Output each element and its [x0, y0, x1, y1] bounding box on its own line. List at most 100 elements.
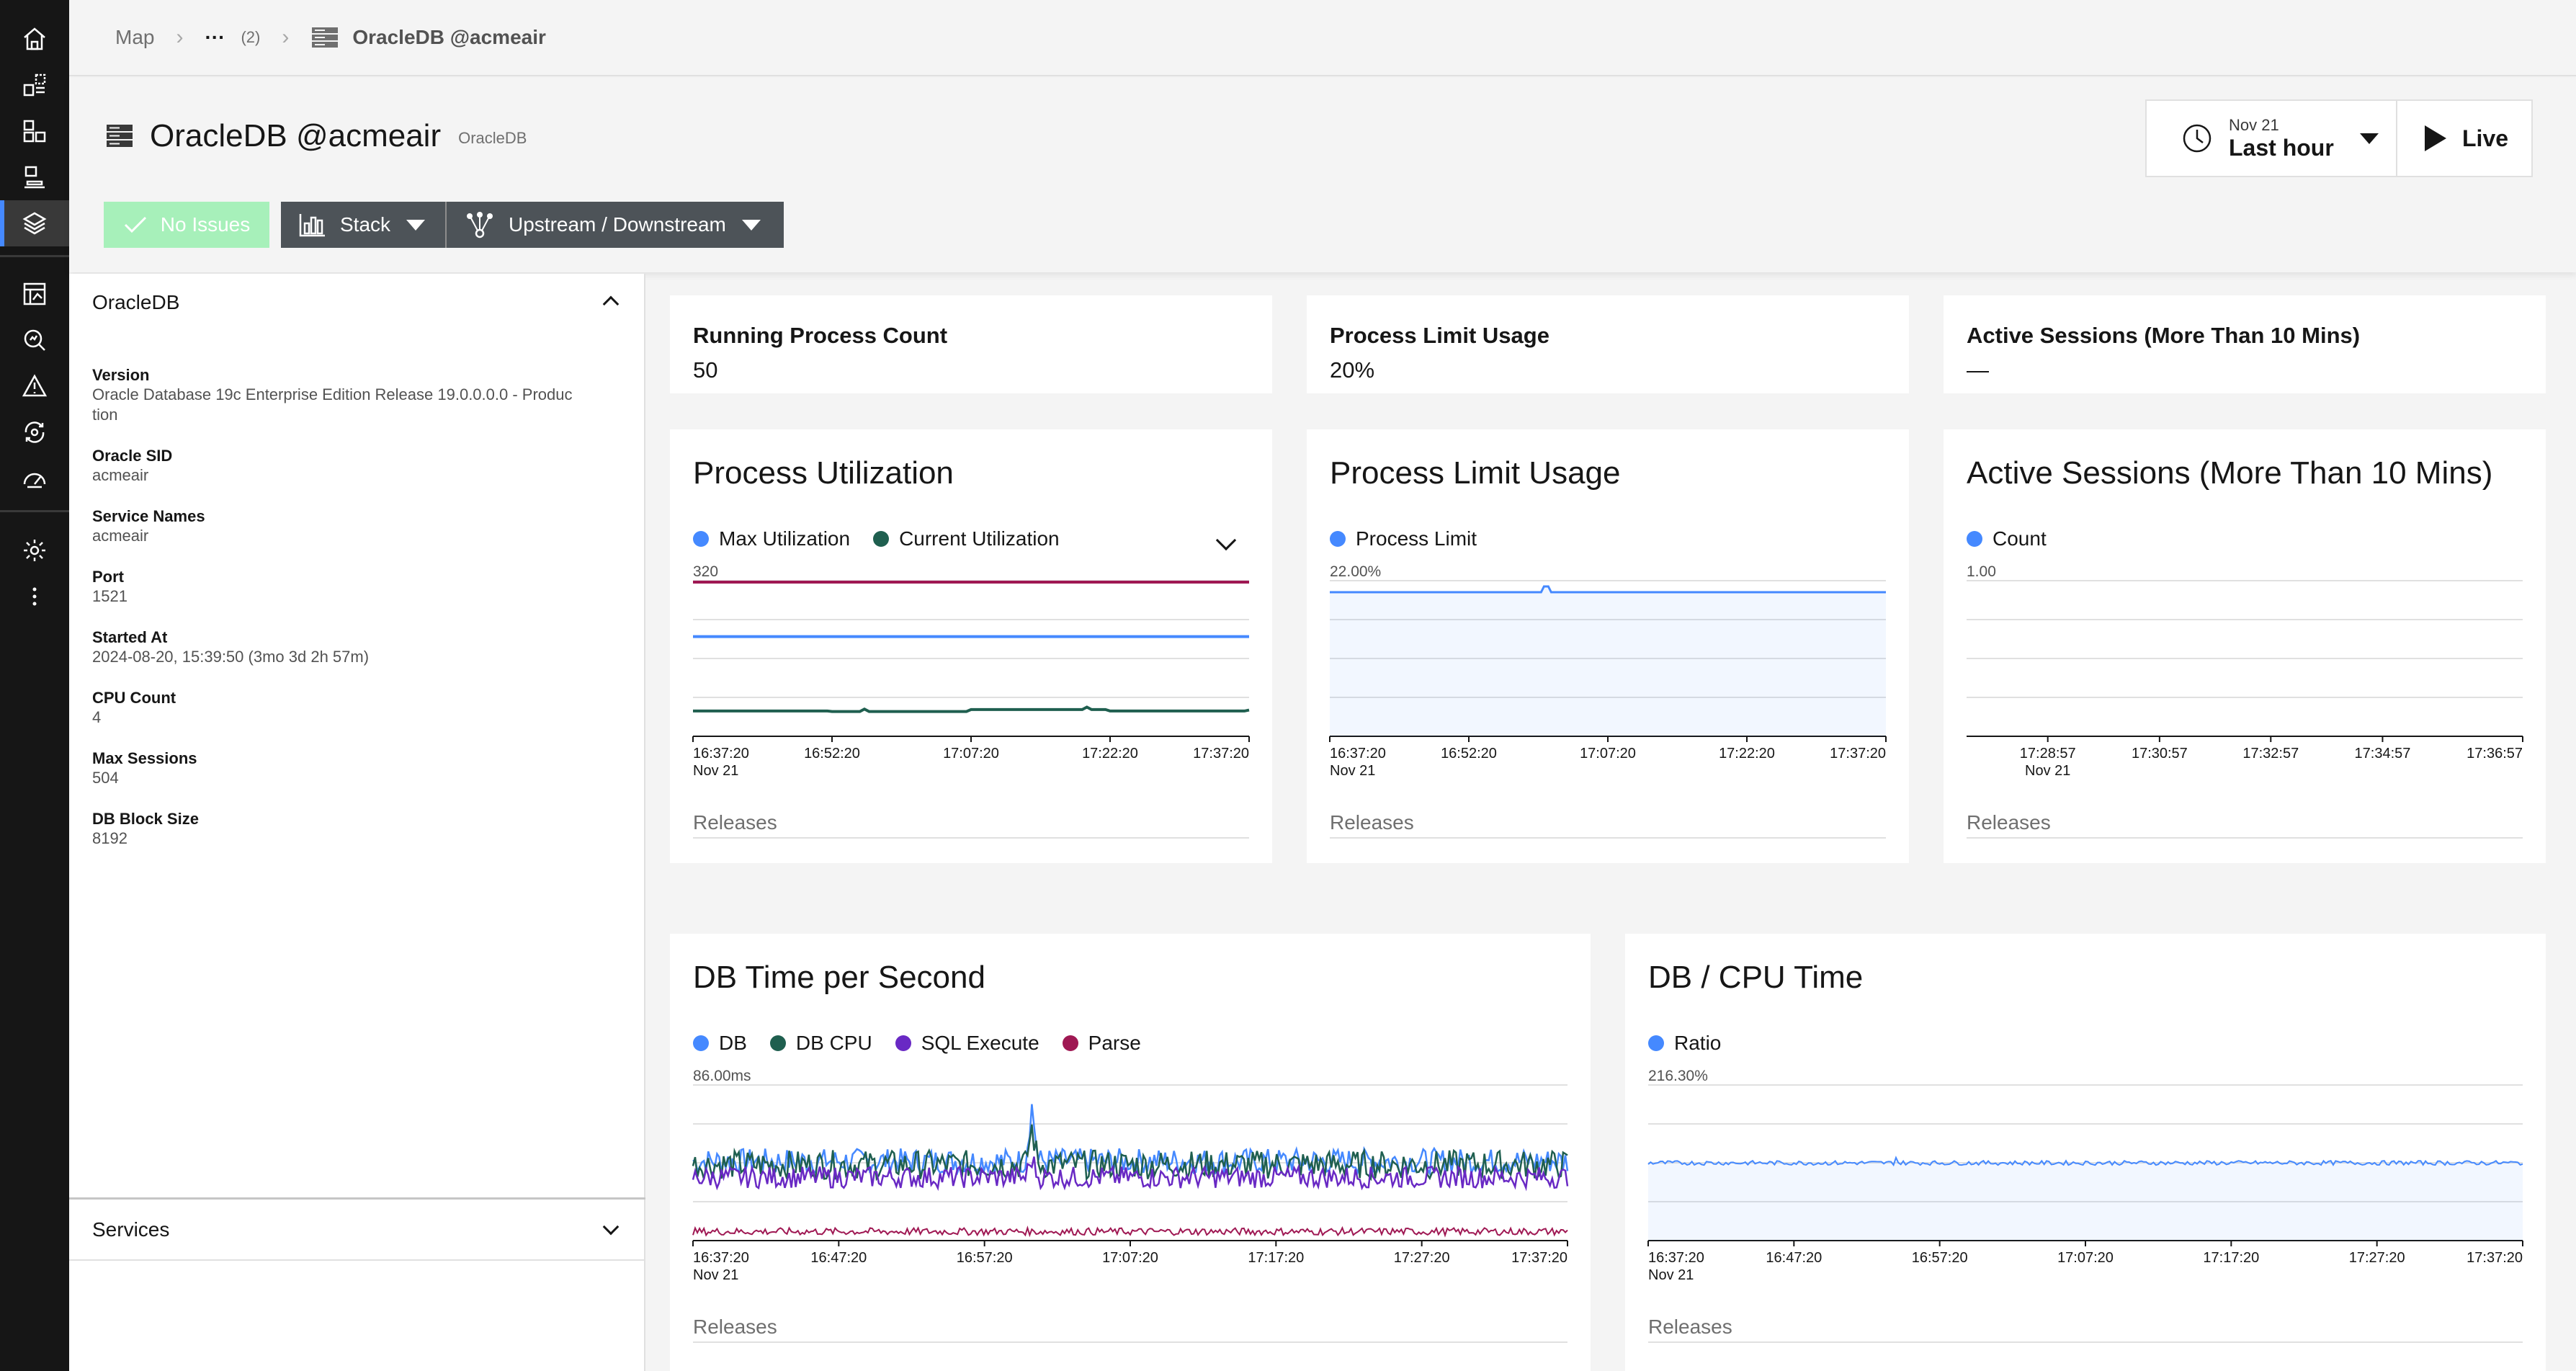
legend-dot: [769, 1035, 786, 1051]
y-axis-max-label: 22.00%: [1330, 563, 1381, 580]
property-db-block-size: DB Block Size 8192: [92, 810, 625, 849]
property-value: 2024-08-20, 15:39:50 (3mo 3d 2h 57m): [92, 648, 370, 666]
metric-value: 50: [693, 357, 718, 383]
chart-title: Process Limit Usage: [1330, 455, 1621, 491]
x-tick-sublabel: Nov 21: [1330, 763, 1375, 779]
metric-card-process-limit-usage: Process Limit Usage 20%: [1307, 295, 1909, 393]
legend-dot: [1967, 531, 1982, 547]
property-label: Started At: [92, 628, 168, 646]
x-tick-sublabel: Nov 21: [693, 1267, 738, 1283]
chart-legend: Process Limit: [1330, 527, 1500, 550]
releases-label[interactable]: Releases: [693, 811, 1249, 839]
overflow-menu-icon[interactable]: [0, 573, 69, 620]
legend-item[interactable]: Ratio: [1648, 1032, 1721, 1055]
x-tick-label: 17:22:20: [1719, 746, 1775, 762]
infrastructure-icon[interactable]: [0, 154, 69, 200]
releases-label[interactable]: Releases: [693, 1316, 1567, 1343]
property-value: 8192: [92, 829, 128, 847]
x-tick-label: 16:37:20: [693, 746, 749, 762]
page-title: OracleDB @acmeair: [150, 118, 442, 153]
breadcrumb-map-link[interactable]: Map: [115, 26, 155, 48]
services-accordion-header[interactable]: Services: [69, 1197, 645, 1261]
stack-label: Stack: [340, 213, 391, 236]
series-area-process-limit: [1330, 586, 1886, 736]
breadcrumb-overflow[interactable]: ···: [205, 26, 225, 48]
no-issues-button[interactable]: No Issues: [104, 202, 269, 248]
property-oracle-sid: Oracle SID acmeair: [92, 447, 625, 486]
breadcrumb: Map › ··· (2) › OracleDB @acmeair: [69, 0, 2576, 76]
legend-item[interactable]: Current Utilization: [873, 527, 1060, 550]
legend-item[interactable]: DB: [693, 1032, 747, 1055]
x-tick-label: 16:37:20: [693, 1250, 749, 1266]
chart-card-db-cpu-time: DB / CPU Time Ratio 216.30% 16:37:20 16:47…: [1625, 934, 2546, 1371]
releases-label[interactable]: Releases: [1648, 1316, 2523, 1343]
legend-dot: [1648, 1035, 1664, 1051]
database-icon: [107, 125, 133, 147]
x-tick-label: 17:37:20: [1193, 746, 1249, 762]
legend-label: Ratio: [1674, 1032, 1722, 1054]
property-value: acmeair: [92, 466, 149, 484]
legend-item[interactable]: DB CPU: [769, 1032, 872, 1055]
legend-label: DB CPU: [795, 1032, 872, 1054]
home-icon[interactable]: [0, 16, 69, 62]
x-tick-label: 17:27:20: [1394, 1250, 1450, 1266]
caret-down-icon: [406, 219, 426, 231]
series-line-ratio: [1647, 1156, 2523, 1167]
x-tick-label: 16:47:20: [1766, 1250, 1822, 1266]
accordion-title: Services: [92, 1218, 170, 1241]
stack-button[interactable]: Stack: [281, 202, 447, 248]
chart-title: DB Time per Second: [693, 960, 985, 995]
legend-item[interactable]: SQL Execute: [895, 1032, 1039, 1055]
chevron-right-icon: ›: [282, 25, 290, 49]
legend-item[interactable]: Process Limit: [1330, 527, 1477, 550]
time-range-date: Nov 21: [2229, 115, 2279, 134]
time-range-dropdown[interactable]: Nov 21 Last hour: [2147, 101, 2397, 176]
series-line-parse: [692, 1225, 1568, 1238]
live-label: Live: [2462, 125, 2509, 151]
oracledb-accordion-header[interactable]: OracleDB: [69, 274, 645, 331]
series-line-db: [692, 1104, 1569, 1177]
entity-info-panel: OracleDB Version Oracle Database 19c Ent…: [69, 274, 645, 1371]
application-icon[interactable]: [0, 108, 69, 154]
chart-legend: DB DB CPU SQL Execute Parse: [693, 1032, 1164, 1055]
clock-icon: [2183, 124, 2211, 153]
automation-icon[interactable]: [0, 409, 69, 455]
property-label: Oracle SID: [92, 447, 173, 465]
chart-plot: 22.00% 16:37:20 16:52:20 17:07:20 17:22:20 17…: [1329, 563, 1887, 779]
chart-card-process-utilization: Process Utilization Max Utilization Curr…: [670, 429, 1272, 863]
releases-label[interactable]: Releases: [1967, 811, 2523, 839]
property-max-sessions: Max Sessions 504: [92, 749, 625, 788]
upstream-downstream-button[interactable]: Upstream / Downstream: [447, 202, 784, 248]
dashboard-icon[interactable]: [0, 62, 69, 108]
legend-item[interactable]: Max Utilization: [693, 527, 850, 550]
property-value: acmeair: [92, 527, 149, 545]
legend-item[interactable]: Count: [1967, 527, 2047, 550]
analytics-icon[interactable]: [0, 271, 69, 317]
x-tick-label: 16:52:20: [1441, 746, 1497, 762]
x-tick-label: 17:17:20: [1248, 1250, 1304, 1266]
entity-header: OracleDB @acmeair OracleDB No Issues Sta…: [69, 78, 2576, 272]
releases-label[interactable]: Releases: [1330, 811, 1886, 839]
legend-label: Parse: [1088, 1032, 1141, 1054]
legend-expand-chevron-icon[interactable]: [1215, 530, 1237, 551]
legend-dot: [873, 531, 890, 547]
metric-label: Running Process Count: [693, 323, 948, 348]
speedometer-icon[interactable]: [0, 455, 69, 501]
settings-icon[interactable]: [0, 527, 69, 573]
search-analyze-icon[interactable]: [0, 317, 69, 363]
stack-icon[interactable]: [0, 200, 69, 246]
property-label: Version: [92, 366, 150, 384]
x-tick-label: 16:37:20: [1648, 1250, 1704, 1266]
alert-icon[interactable]: [0, 363, 69, 409]
legend-item[interactable]: Parse: [1062, 1032, 1141, 1055]
chart-legend: Max Utilization Current Utilization: [693, 527, 1083, 550]
x-tick-label: 17:27:20: [2349, 1250, 2405, 1266]
breadcrumb-current: OracleDB @acmeair: [352, 26, 546, 48]
x-tick-label: 16:57:20: [1912, 1250, 1968, 1266]
legend-label: Current Utilization: [899, 527, 1060, 550]
play-icon: [2425, 125, 2446, 151]
upstream-downstream-label: Upstream / Downstream: [509, 213, 726, 236]
live-button[interactable]: Live: [2397, 101, 2531, 176]
chart-card-process-limit-usage: Process Limit Usage Process Limit 22.00%…: [1307, 429, 1909, 863]
y-axis-max-label: 86.00ms: [693, 1068, 751, 1084]
